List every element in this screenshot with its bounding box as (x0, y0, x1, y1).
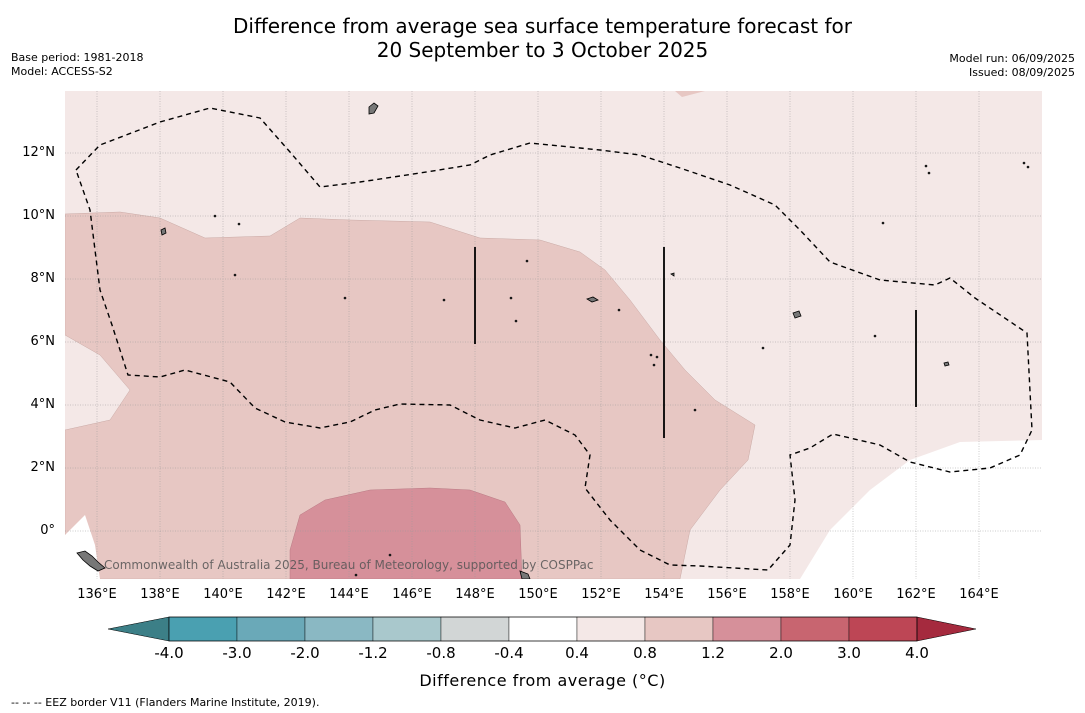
chart-title: Difference from average sea surface temp… (0, 14, 1085, 62)
colorbar-cell (780, 616, 850, 642)
lat-label: 4°N (30, 397, 56, 412)
lon-label: 148°E (455, 587, 495, 602)
jurisdiction-lines (474, 247, 917, 438)
lon-label: 136°E (77, 587, 117, 602)
eez-footnote: -- -- -- EEZ border V11 (Flanders Marine… (11, 696, 320, 709)
model-run-text: Model run: 06/09/2025 (949, 52, 1075, 65)
colorbar-cell (304, 616, 374, 642)
lon-label: 156°E (707, 587, 747, 602)
colorbar-label: -3.0 (222, 644, 252, 662)
lon-label: 140°E (203, 587, 243, 602)
anomaly-1-2-to-2-0-region (289, 487, 523, 579)
colorbar-label: 2.0 (769, 644, 793, 662)
lat-label: 10°N (22, 208, 55, 223)
colorbar-cell (372, 616, 442, 642)
colorbar-cells (168, 616, 918, 642)
lon-label: 146°E (392, 587, 432, 602)
colorbar-label: -4.0 (154, 644, 184, 662)
lon-label: 154°E (644, 587, 684, 602)
colorbar-label: 3.0 (837, 644, 861, 662)
copyright-watermark: Commonwealth of Australia 2025, Bureau o… (104, 558, 594, 572)
colorbar-label: -0.8 (426, 644, 456, 662)
colorbar-extend-low (107, 616, 170, 642)
lat-label: 6°N (30, 334, 56, 349)
colorbar-label: -2.0 (290, 644, 320, 662)
near-average-region (800, 440, 1042, 579)
lat-label: 2°N (30, 460, 56, 475)
colorbar-cell (576, 616, 646, 642)
lon-label: 158°E (770, 587, 810, 602)
anomaly-0-8-to-1-2-region (65, 211, 756, 579)
colorbar-cell (848, 616, 918, 642)
lon-label: 142°E (266, 587, 306, 602)
colorbar-label: -0.4 (494, 644, 524, 662)
colorbar-label: 0.4 (565, 644, 589, 662)
lat-label: 8°N (30, 271, 56, 286)
colorbar-label: 0.8 (633, 644, 657, 662)
lon-label: 162°E (896, 587, 936, 602)
title-line-1: Difference from average sea surface temp… (232, 14, 852, 38)
colorbar-cell (644, 616, 714, 642)
title-line-2: 20 September to 3 October 2025 (376, 38, 709, 62)
colorbar-label: 4.0 (905, 644, 929, 662)
issued-text: Issued: 08/09/2025 (968, 66, 1075, 79)
colorbar-outline (168, 616, 918, 642)
lon-label: 160°E (833, 587, 873, 602)
colorbar-extend-high (916, 616, 977, 642)
lon-label: 152°E (581, 587, 621, 602)
colorbar-label: 1.2 (701, 644, 725, 662)
metadata-right: Model run: 06/09/2025 Issued: 08/09/2025 (949, 52, 1075, 80)
colorbar-cell (712, 616, 782, 642)
islands (76, 102, 1030, 579)
colorbar-cell (236, 616, 306, 642)
colorbar-label: -1.2 (358, 644, 388, 662)
base-period-text: Base period: 1981-2018 (11, 51, 144, 64)
metadata-left: Base period: 1981-2018 Model: ACCESS-S2 (11, 51, 143, 79)
eez-border (75, 107, 1033, 571)
lon-label: 164°E (959, 587, 999, 602)
colorbar-cell (508, 616, 578, 642)
lon-label: 144°E (329, 587, 369, 602)
lat-label: 12°N (22, 145, 55, 160)
colorbar-title: Difference from average (°C) (419, 671, 666, 690)
colorbar-cell (168, 616, 238, 642)
model-text: Model: ACCESS-S2 (11, 65, 113, 78)
lat-label: 0° (40, 523, 55, 538)
lon-label: 138°E (140, 587, 180, 602)
lon-label: 150°E (518, 587, 558, 602)
graticule (65, 91, 1042, 579)
colorbar-cell (440, 616, 510, 642)
